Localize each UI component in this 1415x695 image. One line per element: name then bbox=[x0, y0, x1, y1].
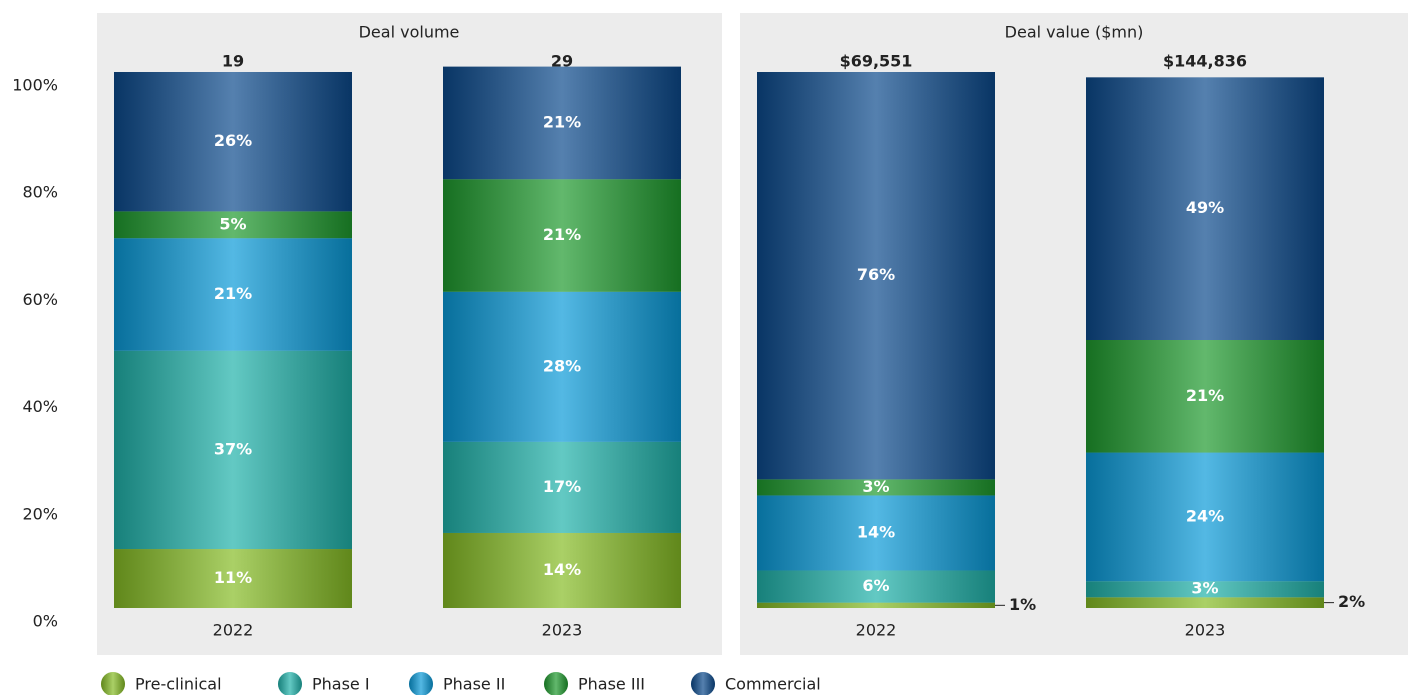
y-tick-label: 60% bbox=[22, 290, 58, 309]
value-label: 2% bbox=[1338, 592, 1365, 611]
bar-shade bbox=[114, 72, 352, 212]
bar-shade bbox=[1086, 340, 1324, 453]
value-label: 21% bbox=[1186, 386, 1224, 405]
bar-shade bbox=[1086, 581, 1324, 598]
value-label: 76% bbox=[857, 265, 895, 284]
value-label: 3% bbox=[862, 477, 889, 496]
legend-label: Commercial bbox=[725, 675, 821, 694]
y-tick-label: 100% bbox=[12, 76, 58, 95]
bar-shade bbox=[114, 350, 352, 550]
legend-shade bbox=[278, 672, 302, 695]
legend-label: Phase II bbox=[443, 675, 505, 694]
value-label: 24% bbox=[1186, 506, 1224, 525]
value-label: 28% bbox=[543, 356, 581, 375]
total-label: 19 bbox=[222, 52, 244, 71]
value-label: 14% bbox=[857, 522, 895, 541]
legend-label: Phase III bbox=[578, 675, 645, 694]
bar-shade bbox=[757, 495, 995, 571]
value-label: 21% bbox=[214, 284, 252, 303]
bar-shade bbox=[443, 179, 681, 292]
bar-shade bbox=[757, 602, 995, 608]
bar-shade bbox=[757, 570, 995, 603]
total-label: $69,551 bbox=[840, 52, 913, 71]
value-label: 21% bbox=[543, 112, 581, 131]
value-label: 6% bbox=[862, 576, 889, 595]
value-label: 17% bbox=[543, 477, 581, 496]
y-tick-label: 20% bbox=[22, 504, 58, 523]
value-label: 37% bbox=[214, 439, 252, 458]
bar-shade bbox=[114, 549, 352, 608]
x-tick-label: 2022 bbox=[213, 621, 254, 640]
bar-shade bbox=[443, 532, 681, 608]
y-tick-label: 80% bbox=[22, 183, 58, 202]
total-label: 29 bbox=[551, 52, 573, 71]
value-label: 3% bbox=[1191, 579, 1218, 598]
y-tick-label: 0% bbox=[33, 612, 58, 631]
legend-shade bbox=[691, 672, 715, 695]
bar-shade bbox=[114, 211, 352, 239]
bar-shade bbox=[443, 66, 681, 180]
bar-shade bbox=[114, 238, 352, 351]
panel-title: Deal volume bbox=[359, 23, 460, 42]
legend-shade bbox=[101, 672, 125, 695]
value-label: 5% bbox=[219, 214, 246, 233]
x-tick-label: 2022 bbox=[856, 621, 897, 640]
total-label: $144,836 bbox=[1163, 52, 1247, 71]
x-tick-label: 2023 bbox=[1185, 621, 1226, 640]
value-label: 14% bbox=[543, 560, 581, 579]
legend-shade bbox=[409, 672, 433, 695]
bar-shade bbox=[1086, 77, 1324, 341]
value-label: 26% bbox=[214, 131, 252, 150]
x-tick-label: 2023 bbox=[542, 621, 583, 640]
value-label: 49% bbox=[1186, 198, 1224, 217]
bar-shade bbox=[443, 291, 681, 442]
y-tick-label: 40% bbox=[22, 397, 58, 416]
legend-label: Pre-clinical bbox=[135, 675, 222, 694]
legend-shade bbox=[544, 672, 568, 695]
bar-shade bbox=[1086, 597, 1324, 608]
value-label: 21% bbox=[543, 225, 581, 244]
panel-title: Deal value ($mn) bbox=[1005, 23, 1144, 42]
legend-label: Phase I bbox=[312, 675, 370, 694]
value-label: 1% bbox=[1009, 595, 1036, 614]
bar-shade bbox=[443, 441, 681, 533]
bar-shade bbox=[757, 72, 995, 480]
value-label: 11% bbox=[214, 568, 252, 587]
bar-shade bbox=[757, 479, 995, 496]
bar-shade bbox=[1086, 452, 1324, 582]
